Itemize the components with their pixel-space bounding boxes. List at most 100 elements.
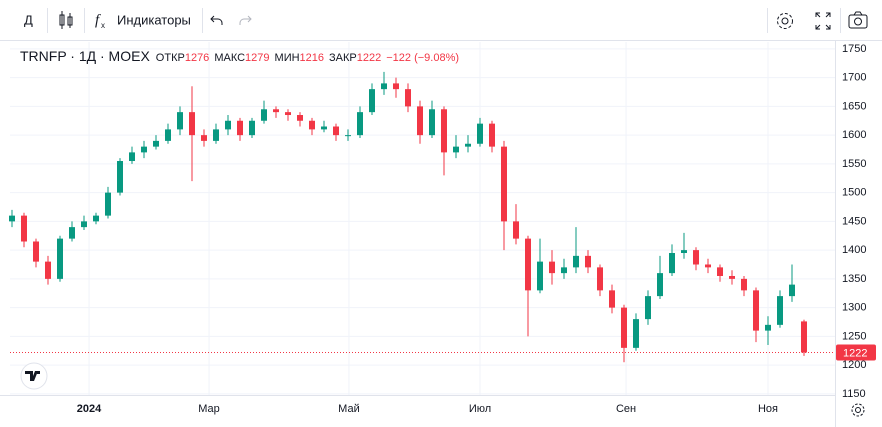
y-tick-label: 1400 xyxy=(842,244,866,256)
candle-body xyxy=(441,109,448,153)
candle-body xyxy=(21,215,28,242)
candle-body xyxy=(201,135,208,141)
settings-icon[interactable] xyxy=(777,13,793,29)
y-tick-label: 1250 xyxy=(842,330,866,342)
candle-body xyxy=(393,83,400,90)
candle-body xyxy=(237,120,244,136)
chart-type-icon[interactable] xyxy=(59,11,73,29)
y-tick-label: 1550 xyxy=(842,158,866,170)
candle-body xyxy=(177,112,184,130)
fx-icon[interactable]: x xyxy=(101,21,105,30)
candle-body xyxy=(69,227,76,239)
candle-body xyxy=(117,161,124,193)
candle-body xyxy=(285,112,292,116)
undo-icon[interactable] xyxy=(210,15,223,25)
candle-body xyxy=(429,109,436,136)
candle-body xyxy=(465,143,472,147)
legend: TRNFP · 1Д · MOEX ОТКР1276 МАКС1279 МИН1216… xyxy=(20,48,464,64)
x-tick-label: Май xyxy=(338,403,360,415)
candle-body xyxy=(525,238,532,291)
y-tick-label: 1450 xyxy=(842,215,866,227)
x-tick-label: Июл xyxy=(469,403,491,415)
legend-label: МАКС xyxy=(214,52,246,64)
y-tick-label: 1300 xyxy=(842,302,866,314)
candle-body xyxy=(789,284,796,297)
candle-body xyxy=(417,106,424,136)
interval-button[interactable]: Д xyxy=(24,12,33,27)
last-price-box xyxy=(836,344,876,361)
candle-body xyxy=(153,140,160,147)
candle-body xyxy=(453,146,460,153)
candle-body xyxy=(573,255,580,268)
legend-label: ЗАКР xyxy=(329,52,357,64)
candle-body xyxy=(501,146,508,222)
last-price-label: 1222 xyxy=(843,347,867,359)
candle-body xyxy=(777,296,784,325)
legend-label: ОТКР xyxy=(155,52,185,64)
candle-body xyxy=(297,115,304,121)
candle-body xyxy=(57,238,64,279)
indicators-button[interactable]: Индикаторы xyxy=(117,12,191,27)
candle-body xyxy=(489,123,496,147)
candle-body xyxy=(225,120,232,130)
candle-body xyxy=(129,152,136,162)
candle-body xyxy=(621,307,628,348)
y-tick-label: 1600 xyxy=(842,129,866,141)
candle-body xyxy=(537,261,544,291)
fullscreen-icon[interactable] xyxy=(815,12,831,30)
candle-body xyxy=(249,120,256,136)
legend-value: 1279 xyxy=(245,52,270,64)
x-tick-label: Сен xyxy=(616,403,636,415)
candle-body xyxy=(141,146,148,153)
legend-change: −122 (−9.08%) xyxy=(386,52,460,64)
candle-body xyxy=(597,267,604,291)
candle-body xyxy=(753,290,760,331)
candle-body xyxy=(369,89,376,113)
candle-body xyxy=(345,135,352,137)
candle-body xyxy=(705,264,712,268)
redo-icon[interactable] xyxy=(239,15,252,25)
candle-body xyxy=(405,89,412,107)
candle-body xyxy=(609,290,616,308)
y-tick-label: 1150 xyxy=(842,388,866,400)
y-tick-label: 1650 xyxy=(842,100,866,112)
x-tick-label: Мар xyxy=(198,403,220,415)
candle-body xyxy=(657,273,664,297)
candle-body xyxy=(333,126,340,136)
candle-body xyxy=(633,319,640,348)
x-tick-label: Ноя xyxy=(758,403,778,415)
legend-value: 1276 xyxy=(184,52,210,64)
candle-body xyxy=(549,261,556,274)
candle-body xyxy=(477,123,484,144)
candle-body xyxy=(105,192,112,216)
candle-body xyxy=(213,129,220,141)
candle-body xyxy=(189,112,196,136)
legend-label: МИН xyxy=(274,52,300,64)
candle-body xyxy=(45,261,52,279)
axis-settings-icon[interactable] xyxy=(851,403,865,417)
candle-body xyxy=(645,296,652,320)
candles xyxy=(9,71,808,363)
legend-value: 1216 xyxy=(299,52,325,64)
candle-body xyxy=(513,221,520,239)
candle-body xyxy=(165,129,172,141)
fx-icon[interactable]: f xyxy=(95,12,101,28)
candle-body xyxy=(681,250,688,253)
screenshot-icon[interactable] xyxy=(848,11,868,29)
symbol: TRNFP · 1Д · MOEX xyxy=(20,48,150,64)
y-tick-label: 1350 xyxy=(842,273,866,285)
legend-value: 1222 xyxy=(356,52,382,64)
candle-body xyxy=(309,120,316,130)
candle-body xyxy=(765,324,772,331)
y-tick-label: 1500 xyxy=(842,187,866,199)
candle-body xyxy=(81,221,88,228)
candle-body xyxy=(669,252,676,274)
candle-body xyxy=(693,250,700,265)
candle-body xyxy=(33,241,40,262)
candle-body xyxy=(741,278,748,291)
candle-body xyxy=(729,275,736,279)
candle-body xyxy=(801,321,808,353)
y-tick-label: 1200 xyxy=(842,359,866,371)
